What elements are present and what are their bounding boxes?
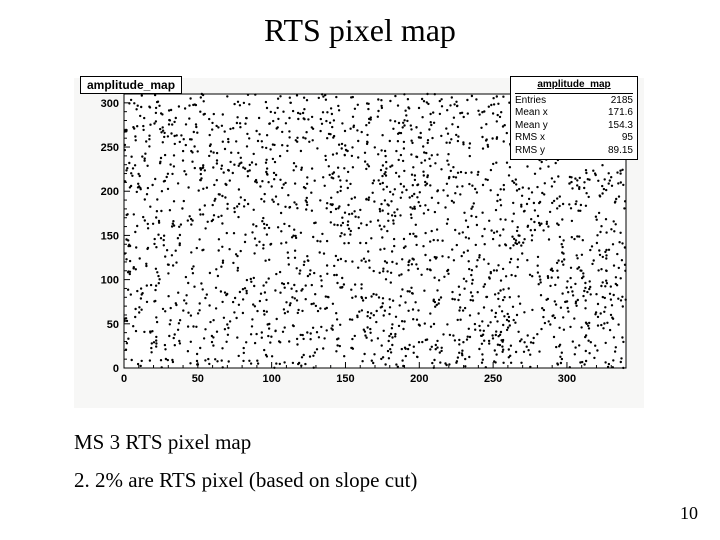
svg-text:100: 100 [262, 373, 280, 385]
stats-title: amplitude_map [515, 79, 633, 94]
caption-line-1: MS 3 RTS pixel map [74, 430, 251, 455]
svg-text:300: 300 [558, 373, 576, 385]
stats-label: RMS y [515, 145, 545, 158]
stats-row: Entries 2185 [515, 95, 633, 108]
slide-title: RTS pixel map [0, 12, 720, 49]
svg-text:0: 0 [113, 363, 119, 375]
svg-text:0: 0 [121, 373, 127, 385]
stats-label: Mean y [515, 120, 548, 133]
chart-title: amplitude_map [80, 76, 182, 94]
stats-value: 171.6 [608, 107, 633, 120]
stats-row: RMS y 89.15 [515, 145, 633, 158]
svg-text:100: 100 [101, 275, 119, 287]
page-number: 10 [680, 503, 698, 524]
stats-box: amplitude_map Entries 2185 Mean x 171.6 … [510, 76, 638, 160]
chart-container: amplitude_map amplitude_map Entries 2185… [74, 78, 644, 408]
stats-label: Mean x [515, 107, 548, 120]
svg-text:200: 200 [410, 373, 428, 385]
svg-text:200: 200 [101, 186, 119, 198]
svg-text:50: 50 [192, 373, 204, 385]
stats-label: RMS x [515, 132, 545, 145]
stats-row: Mean x 171.6 [515, 107, 633, 120]
svg-text:50: 50 [107, 319, 119, 331]
stats-label: Entries [515, 95, 546, 108]
stats-row: Mean y 154.3 [515, 120, 633, 133]
svg-text:150: 150 [336, 373, 354, 385]
caption-line-2: 2. 2% are RTS pixel (based on slope cut) [74, 468, 417, 493]
slide: RTS pixel map amplitude_map amplitude_ma… [0, 0, 720, 540]
stats-value: 154.3 [608, 120, 633, 133]
stats-row: RMS x 95 [515, 132, 633, 145]
stats-value: 95 [622, 132, 633, 145]
stats-value: 2185 [611, 95, 633, 108]
svg-text:250: 250 [484, 373, 502, 385]
svg-text:250: 250 [101, 142, 119, 154]
stats-value: 89.15 [608, 145, 633, 158]
svg-text:150: 150 [101, 230, 119, 242]
svg-text:300: 300 [101, 98, 119, 110]
